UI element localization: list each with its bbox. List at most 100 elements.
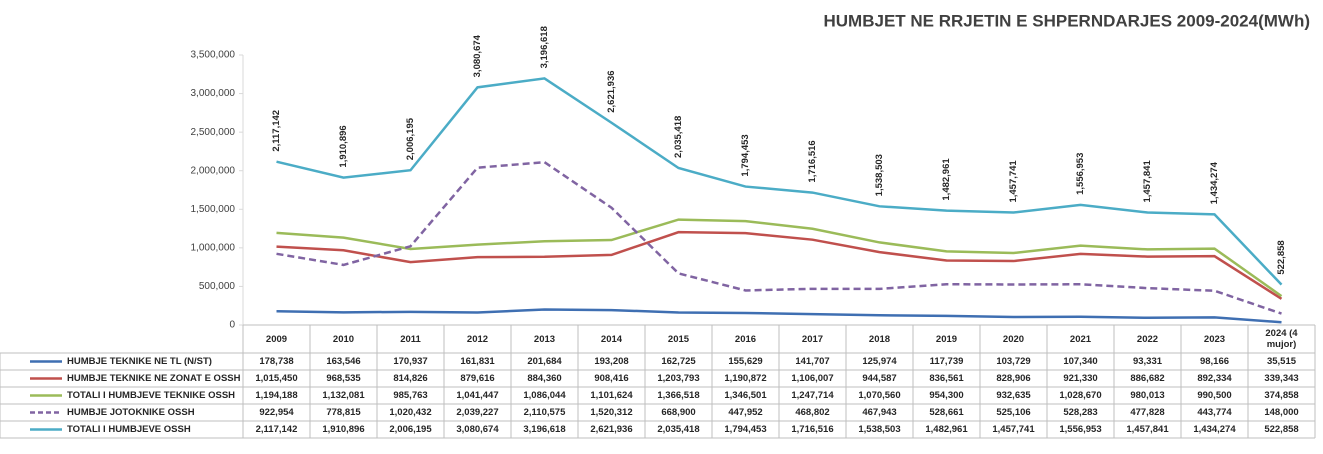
table-cell: 892,334 <box>1197 373 1232 384</box>
table-cell: 990,500 <box>1197 390 1231 401</box>
y-tick-label: 500,000 <box>199 281 236 292</box>
table-cell: 2,110,575 <box>524 407 566 418</box>
table-cell: 98,166 <box>1200 356 1229 367</box>
x-tick-label: 2023 <box>1203 333 1226 345</box>
table-cell: 447,952 <box>728 407 762 418</box>
data-label: 1,457,741 <box>1008 160 1019 203</box>
x-tick-label: 2013 <box>533 333 556 345</box>
x-tick-label-box: 2010 <box>332 333 355 345</box>
legend-label: HUMBJE TEKNIKE NE TL (N/ST) <box>67 356 212 367</box>
table-cell: 908,416 <box>594 373 628 384</box>
x-tick-label: 2010 <box>332 333 355 345</box>
y-tick-label: 3,500,000 <box>191 50 236 61</box>
data-label: 1,482,961 <box>941 158 952 201</box>
legend-label: TOTALI I HUMBJEVE TEKNIKE OSSH <box>67 390 235 401</box>
table-cell: 884,360 <box>527 373 561 384</box>
table-cell: 1,457,741 <box>992 424 1035 435</box>
x-tick-label-box: 2014 <box>600 333 623 345</box>
x-tick-label-box: 2017 <box>801 333 824 345</box>
table-cell: 1,910,896 <box>322 424 364 435</box>
x-tick-label: 2019 <box>935 333 958 345</box>
x-tick-label-box: 2022 <box>1136 333 1159 345</box>
table-cell: 1,203,793 <box>657 373 699 384</box>
data-label: 2,621,936 <box>606 70 617 112</box>
table-cell: 3,080,674 <box>456 424 499 435</box>
table-cell: 93,331 <box>1133 356 1163 367</box>
table-cell: 125,974 <box>862 356 897 367</box>
x-tick-label: 2011 <box>400 333 421 345</box>
table-cell: 374,858 <box>1264 390 1298 401</box>
x-tick-label-box: 2015 <box>668 334 689 345</box>
series-line <box>276 218 1283 298</box>
table-cell: 1,132,081 <box>322 390 365 401</box>
table-cell: 468,802 <box>795 407 829 418</box>
data-label: 1,538,503 <box>874 154 885 196</box>
table-cell: 117,739 <box>930 356 964 367</box>
data-label: 522,858 <box>1276 240 1287 274</box>
table-cell: 2,006,195 <box>389 424 432 435</box>
table-cell: 35,515 <box>1267 356 1297 367</box>
table-cell: 828,906 <box>996 373 1030 384</box>
x-tick-label: 2014 <box>600 333 623 345</box>
x-tick-label: 2017 <box>801 333 824 345</box>
data-label: 1,910,896 <box>338 125 349 167</box>
series-line <box>276 308 1282 324</box>
table-cell: 985,763 <box>393 390 427 401</box>
table-cell: 1,015,450 <box>255 373 297 384</box>
table-cell: 954,300 <box>929 390 963 401</box>
table-cell: 443,774 <box>1197 407 1232 418</box>
x-tick-label-box: 2023 <box>1203 333 1226 345</box>
y-tick-label: 1,500,000 <box>191 204 236 215</box>
x-tick-label-box: 2009 <box>266 334 287 345</box>
table-cell: 879,616 <box>460 373 494 384</box>
table-cell: 1,101,624 <box>590 390 633 401</box>
table-cell: 1,086,044 <box>523 390 566 401</box>
y-tick-label: 3,000,000 <box>191 88 236 99</box>
table-cell: 922,954 <box>259 407 294 418</box>
table-cell: 107,340 <box>1063 356 1097 367</box>
legend-label: HUMBJE TEKNIKE NE ZONAT E OSSH <box>67 373 241 384</box>
x-tick-label: 2024 (4 mujor) <box>1265 328 1298 350</box>
table-cell: 148,000 <box>1264 407 1298 418</box>
table-cell: 3,196,618 <box>523 424 565 435</box>
legend-label: TOTALI I HUMBJEVE OSSH <box>67 424 191 435</box>
data-label: 1,716,516 <box>807 140 818 182</box>
table-cell: 178,738 <box>259 356 293 367</box>
data-label: 1,434,274 <box>1209 161 1220 204</box>
table-cell: 968,535 <box>326 373 361 384</box>
x-tick-label-box: 2016 <box>735 334 756 345</box>
x-tick-label-box: 2021 <box>1070 334 1091 345</box>
data-label: 3,196,618 <box>539 26 550 68</box>
x-tick-label-box: 2011 <box>400 333 421 345</box>
data-label: 2,035,418 <box>673 116 684 158</box>
legend-label: HUMBJE JOTOKNIKE OSSH <box>67 407 195 418</box>
x-tick-label: 2022 <box>1136 333 1159 345</box>
x-tick-label-box: 2019 <box>935 333 958 345</box>
table-cell: 1,520,312 <box>590 407 632 418</box>
table-cell: 1,346,501 <box>724 390 767 401</box>
x-tick-label-box: 2012 <box>467 334 488 345</box>
table-cell: 467,943 <box>862 407 896 418</box>
table-cell: 155,629 <box>728 356 762 367</box>
table-cell: 1,041,447 <box>456 390 498 401</box>
data-label: 1,457,841 <box>1142 160 1153 203</box>
table-cell: 1,482,961 <box>925 424 968 435</box>
y-tick-label: 1,000,000 <box>191 242 236 253</box>
x-tick-label-box: 2018 <box>868 333 891 345</box>
table-cell: 525,106 <box>996 407 1030 418</box>
table-cell: 1,020,432 <box>389 407 431 418</box>
table-cell: 1,106,007 <box>791 373 833 384</box>
x-tick-label-box: 2020 <box>1003 334 1024 345</box>
table-cell: 932,635 <box>996 390 1031 401</box>
y-tick-label: 2,500,000 <box>191 127 236 138</box>
table-cell: 2,621,936 <box>590 424 632 435</box>
table-cell: 141,707 <box>795 356 829 367</box>
table-cell: 1,457,841 <box>1126 424 1169 435</box>
data-label: 1,556,953 <box>1075 153 1086 195</box>
table-cell: 836,561 <box>929 373 964 384</box>
table-cell: 1,434,274 <box>1193 424 1236 435</box>
x-tick-label-box: 2024 (4 mujor) <box>1265 328 1298 350</box>
x-tick-label: 2018 <box>868 333 891 345</box>
table-cell: 1,538,503 <box>858 424 900 435</box>
